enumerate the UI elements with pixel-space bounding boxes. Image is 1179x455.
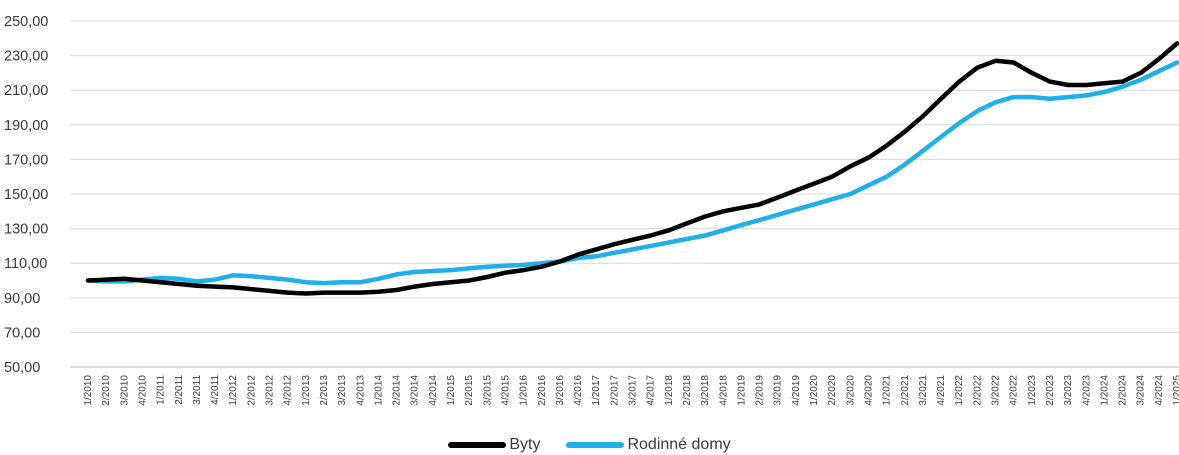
x-tick-label: 4/2016 <box>573 375 584 406</box>
x-tick-label: 4/2013 <box>355 375 366 406</box>
x-tick-label: 3/2018 <box>700 375 711 406</box>
x-tick-label: 3/2016 <box>555 375 566 406</box>
x-tick-label: 1/2015 <box>446 375 457 406</box>
x-tick-label: 3/2017 <box>628 375 639 406</box>
legend-item-rodinne-domy[interactable]: Rodinné domy <box>566 436 731 454</box>
x-tick-label: 4/2015 <box>500 375 511 406</box>
x-tick-label: 2/2021 <box>900 375 911 406</box>
legend-label-rodinne-domy: Rodinné domy <box>627 436 731 453</box>
x-tick-label: 1/2024 <box>1099 375 1110 406</box>
x-tick-label: 3/2021 <box>918 375 929 406</box>
series-lines <box>85 41 1179 296</box>
x-axis: 1/2010 2/2010 3/2010 4/2010 1/2011 2/2011 3/20… <box>83 375 1179 406</box>
y-tick-label: 190,00 <box>4 118 48 134</box>
gridlines <box>70 20 1179 368</box>
x-tick-label: 3/2010 <box>119 375 130 406</box>
x-tick-label: 1/2013 <box>301 375 312 406</box>
x-tick-label: 3/2012 <box>265 375 276 406</box>
x-tick-label: 4/2012 <box>283 375 294 406</box>
y-tick-label: 110,00 <box>4 256 47 272</box>
x-tick-label: 1/2018 <box>664 375 675 406</box>
x-tick-label: 1/2020 <box>809 375 820 406</box>
x-tick-label: 1/2011 <box>156 375 167 405</box>
y-axis: 50,00 70,00 90,00 110,00 130,00 150,00 170,00 1… <box>4 14 48 376</box>
x-tick-label: 2/2023 <box>1045 375 1056 406</box>
x-tick-label: 1/2021 <box>882 375 893 406</box>
x-tick-label: 3/2019 <box>773 375 784 406</box>
x-tick-label: 2/2016 <box>537 375 548 406</box>
x-tick-label: 1/2023 <box>1027 375 1038 406</box>
y-tick-label: 230,00 <box>4 49 48 65</box>
y-tick-label: 170,00 <box>4 152 48 168</box>
x-tick-label: 2/2013 <box>319 375 330 406</box>
x-tick-label: 1/2010 <box>83 375 94 406</box>
x-tick-label: 2/2014 <box>392 375 403 406</box>
x-tick-label: 2/2015 <box>464 375 475 406</box>
x-tick-label: 2/2010 <box>101 375 112 406</box>
x-tick-label: 3/2015 <box>482 375 493 406</box>
y-tick-label: 130,00 <box>4 222 48 238</box>
x-tick-label: 3/2023 <box>1063 375 1074 406</box>
x-tick-label: 4/2019 <box>791 375 802 406</box>
x-tick-label: 2/2022 <box>972 375 983 406</box>
x-tick-label: 1/2017 <box>591 375 602 406</box>
x-tick-label: 2/2018 <box>682 375 693 406</box>
series-line-byty <box>85 41 1179 296</box>
x-tick-label: 2/2017 <box>609 375 620 406</box>
x-tick-label: 4/2011 <box>210 375 221 405</box>
x-tick-label: 4/2017 <box>646 375 657 406</box>
x-tick-label: 4/2020 <box>863 375 874 406</box>
y-tick-label: 250,00 <box>4 14 48 30</box>
x-tick-label: 3/2014 <box>410 375 421 406</box>
x-tick-label: 2/2020 <box>827 375 838 406</box>
legend-swatch-rodinne-domy <box>566 442 625 448</box>
series-line-rodinne-domy <box>85 60 1179 286</box>
legend-item-byty[interactable]: Byty <box>448 436 540 454</box>
x-tick-label: 1/2014 <box>373 375 384 406</box>
x-tick-label: 4/2021 <box>936 375 947 406</box>
y-tick-label: 150,00 <box>4 187 48 203</box>
line-chart: 50,00 70,00 90,00 110,00 130,00 150,00 170,00 1… <box>4 14 1179 406</box>
legend-label-byty: Byty <box>509 436 541 453</box>
x-tick-label: 1/2016 <box>519 375 530 406</box>
x-tick-label: 4/2014 <box>428 375 439 406</box>
x-tick-label: 4/2024 <box>1154 375 1165 406</box>
legend-swatch-byty <box>448 442 507 448</box>
y-tick-label: 210,00 <box>4 83 48 99</box>
y-tick-label: 90,00 <box>4 291 40 307</box>
x-tick-label: 3/2011 <box>192 375 203 405</box>
y-tick-label: 50,00 <box>4 360 40 376</box>
x-tick-label: 4/2018 <box>718 375 729 406</box>
y-tick-label: 70,00 <box>4 325 40 341</box>
x-tick-label: 3/2022 <box>991 375 1002 406</box>
x-tick-label: 3/2024 <box>1136 375 1147 406</box>
x-tick-label: 1/2025 <box>1172 375 1179 406</box>
x-tick-label: 3/2020 <box>845 375 856 406</box>
legend: Byty Rodinné domy <box>0 435 1179 455</box>
x-tick-label: 1/2019 <box>736 375 747 406</box>
x-tick-label: 1/2012 <box>228 375 239 406</box>
x-tick-label: 1/2022 <box>954 375 965 406</box>
x-tick-label: 2/2019 <box>755 375 766 406</box>
x-tick-label: 3/2013 <box>337 375 348 406</box>
x-tick-label: 2/2012 <box>246 375 257 406</box>
x-tick-label: 4/2023 <box>1081 375 1092 406</box>
x-tick-label: 2/2024 <box>1118 375 1129 406</box>
x-tick-label: 2/2011 <box>174 375 185 405</box>
x-tick-label: 4/2022 <box>1009 375 1020 406</box>
x-tick-label: 4/2010 <box>137 375 148 406</box>
